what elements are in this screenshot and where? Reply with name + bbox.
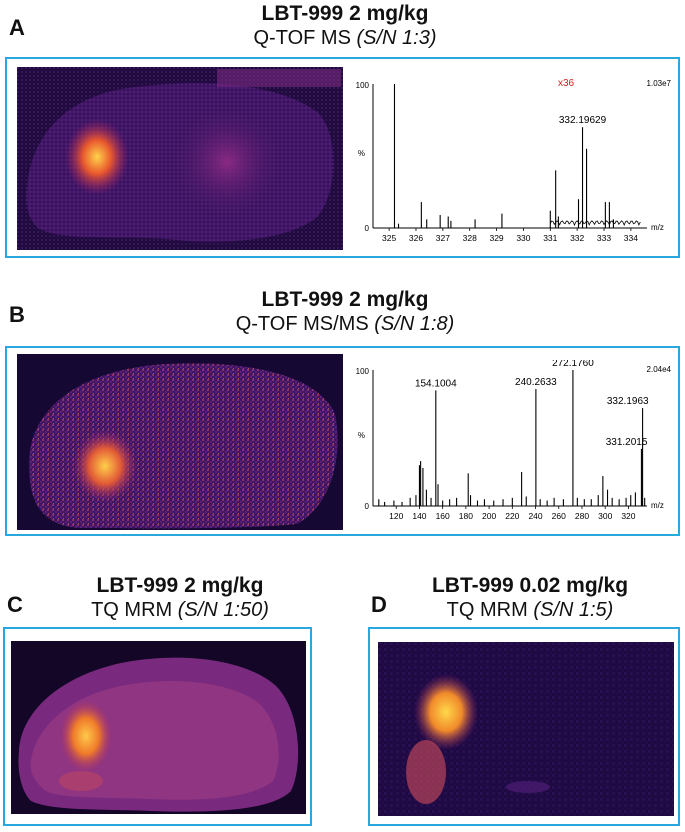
y-axis-label: % [358,431,365,440]
panel-a-title: LBT-999 2 mg/kg Q-TOF MS (S/N 1:3) [180,2,510,50]
panel-letter-d: D [371,592,387,617]
x-tick-label: 327 [436,233,450,243]
panel-d-title: LBT-999 0.02 mg/kg TQ MRM (S/N 1:5) [385,574,675,622]
zoom-label: x36 [558,78,575,89]
panel-c-title-line1: LBT-999 2 mg/kg [96,574,264,597]
x-tick-label: 330 [516,233,530,243]
panel-a-spectrum-plot: 100 0% 1.03e7 m/z x36 325 326 327 328 329 330 331 33… [356,78,672,243]
panel-b-brain-image [17,354,343,530]
peak-label: 272.1760 [552,360,594,369]
panel-letter-b: B [9,302,25,327]
x-tick-label: 326 [409,233,423,243]
panel-c-title: LBT-999 2 mg/kg TQ MRM (S/N 1:50) [30,574,330,622]
peak-label: 240.2633 [515,377,557,388]
panel-c-frame [3,627,312,826]
panel-d-brain-image [378,642,674,816]
panel-a-brain-image [17,67,343,250]
panel-letter-a: A [9,15,25,40]
y-tick-label: 100 [356,367,370,376]
panel-b-spectrum: 100 0% 2.04e4 m/z 120 140 160 180 200 220 240 260 28… [345,358,675,532]
x-tick-label: 325 [382,233,396,243]
panel-a-heatmap [17,67,343,250]
intensity-label: 1.03e7 [647,79,672,88]
x-tick-label: 332 [570,233,584,243]
panel-b-spectrum-plot: 100 0% 2.04e4 m/z 120 140 160 180 200 220 240 260 28… [356,358,672,521]
x-tick-label: 320 [621,511,635,521]
x-tick-label: 280 [575,511,589,521]
spectrum-baseline [549,220,641,227]
peak-label: 332.19629 [559,115,607,126]
panel-letter-c: C [7,592,23,617]
x-tick-label: 260 [552,511,566,521]
x-tick-label: 300 [598,511,612,521]
peak-label: 154.1004 [415,378,457,389]
x-tick-label: 333 [597,233,611,243]
panel-a-frame: 100 0% 1.03e7 m/z x36 325 326 327 328 329 330 331 33… [5,57,680,258]
panel-b-heatmap [17,354,343,530]
panel-c-brain-image [11,641,306,814]
panel-b-title-line2: Q-TOF MS/MS (S/N 1:8) [235,313,455,335]
x-tick-label: 334 [624,233,638,243]
x-tick-label: 200 [482,511,496,521]
panel-d-frame [368,627,680,826]
panel-c-title-line2: TQ MRM (S/N 1:50) [91,599,269,621]
x-tick-label: 180 [459,511,473,521]
peak-label: 331.2015 [606,437,648,448]
y-tick-label: 0 [365,224,370,233]
x-tick-label: 331 [543,233,557,243]
x-tick-label: 328 [463,233,477,243]
panel-d-title-line2: TQ MRM (S/N 1:5) [446,599,614,621]
panel-b-title-line1: LBT-999 2 mg/kg [261,288,429,311]
y-axis-label: % [358,149,365,158]
panel-a-title-line1: LBT-999 2 mg/kg [261,2,429,25]
panel-d-heatmap [378,642,674,816]
x-tick-label: 120 [389,511,403,521]
panel-d-title-line1: LBT-999 0.02 mg/kg [431,574,629,597]
x-axis-label: m/z [651,501,664,510]
y-tick-label: 0 [365,502,370,511]
panel-b-frame: 100 0% 2.04e4 m/z 120 140 160 180 200 220 240 260 28… [5,346,680,536]
panel-a-spectrum: 100 0% 1.03e7 m/z x36 325 326 327 328 329 330 331 33… [345,74,675,254]
panel-b-title: LBT-999 2 mg/kg Q-TOF MS/MS (S/N 1:8) [180,288,510,336]
y-tick-label: 100 [356,81,370,90]
x-tick-label: 140 [412,511,426,521]
x-tick-label: 160 [436,511,450,521]
x-tick-label: 220 [505,511,519,521]
peak-label: 332.1963 [607,396,649,407]
panel-a-title-line2: Q-TOF MS (S/N 1:3) [253,27,437,49]
x-tick-label: 329 [489,233,503,243]
x-axis-label: m/z [651,223,664,232]
x-tick-label: 240 [528,511,542,521]
panel-c-heatmap [11,641,306,814]
intensity-label: 2.04e4 [647,365,672,374]
